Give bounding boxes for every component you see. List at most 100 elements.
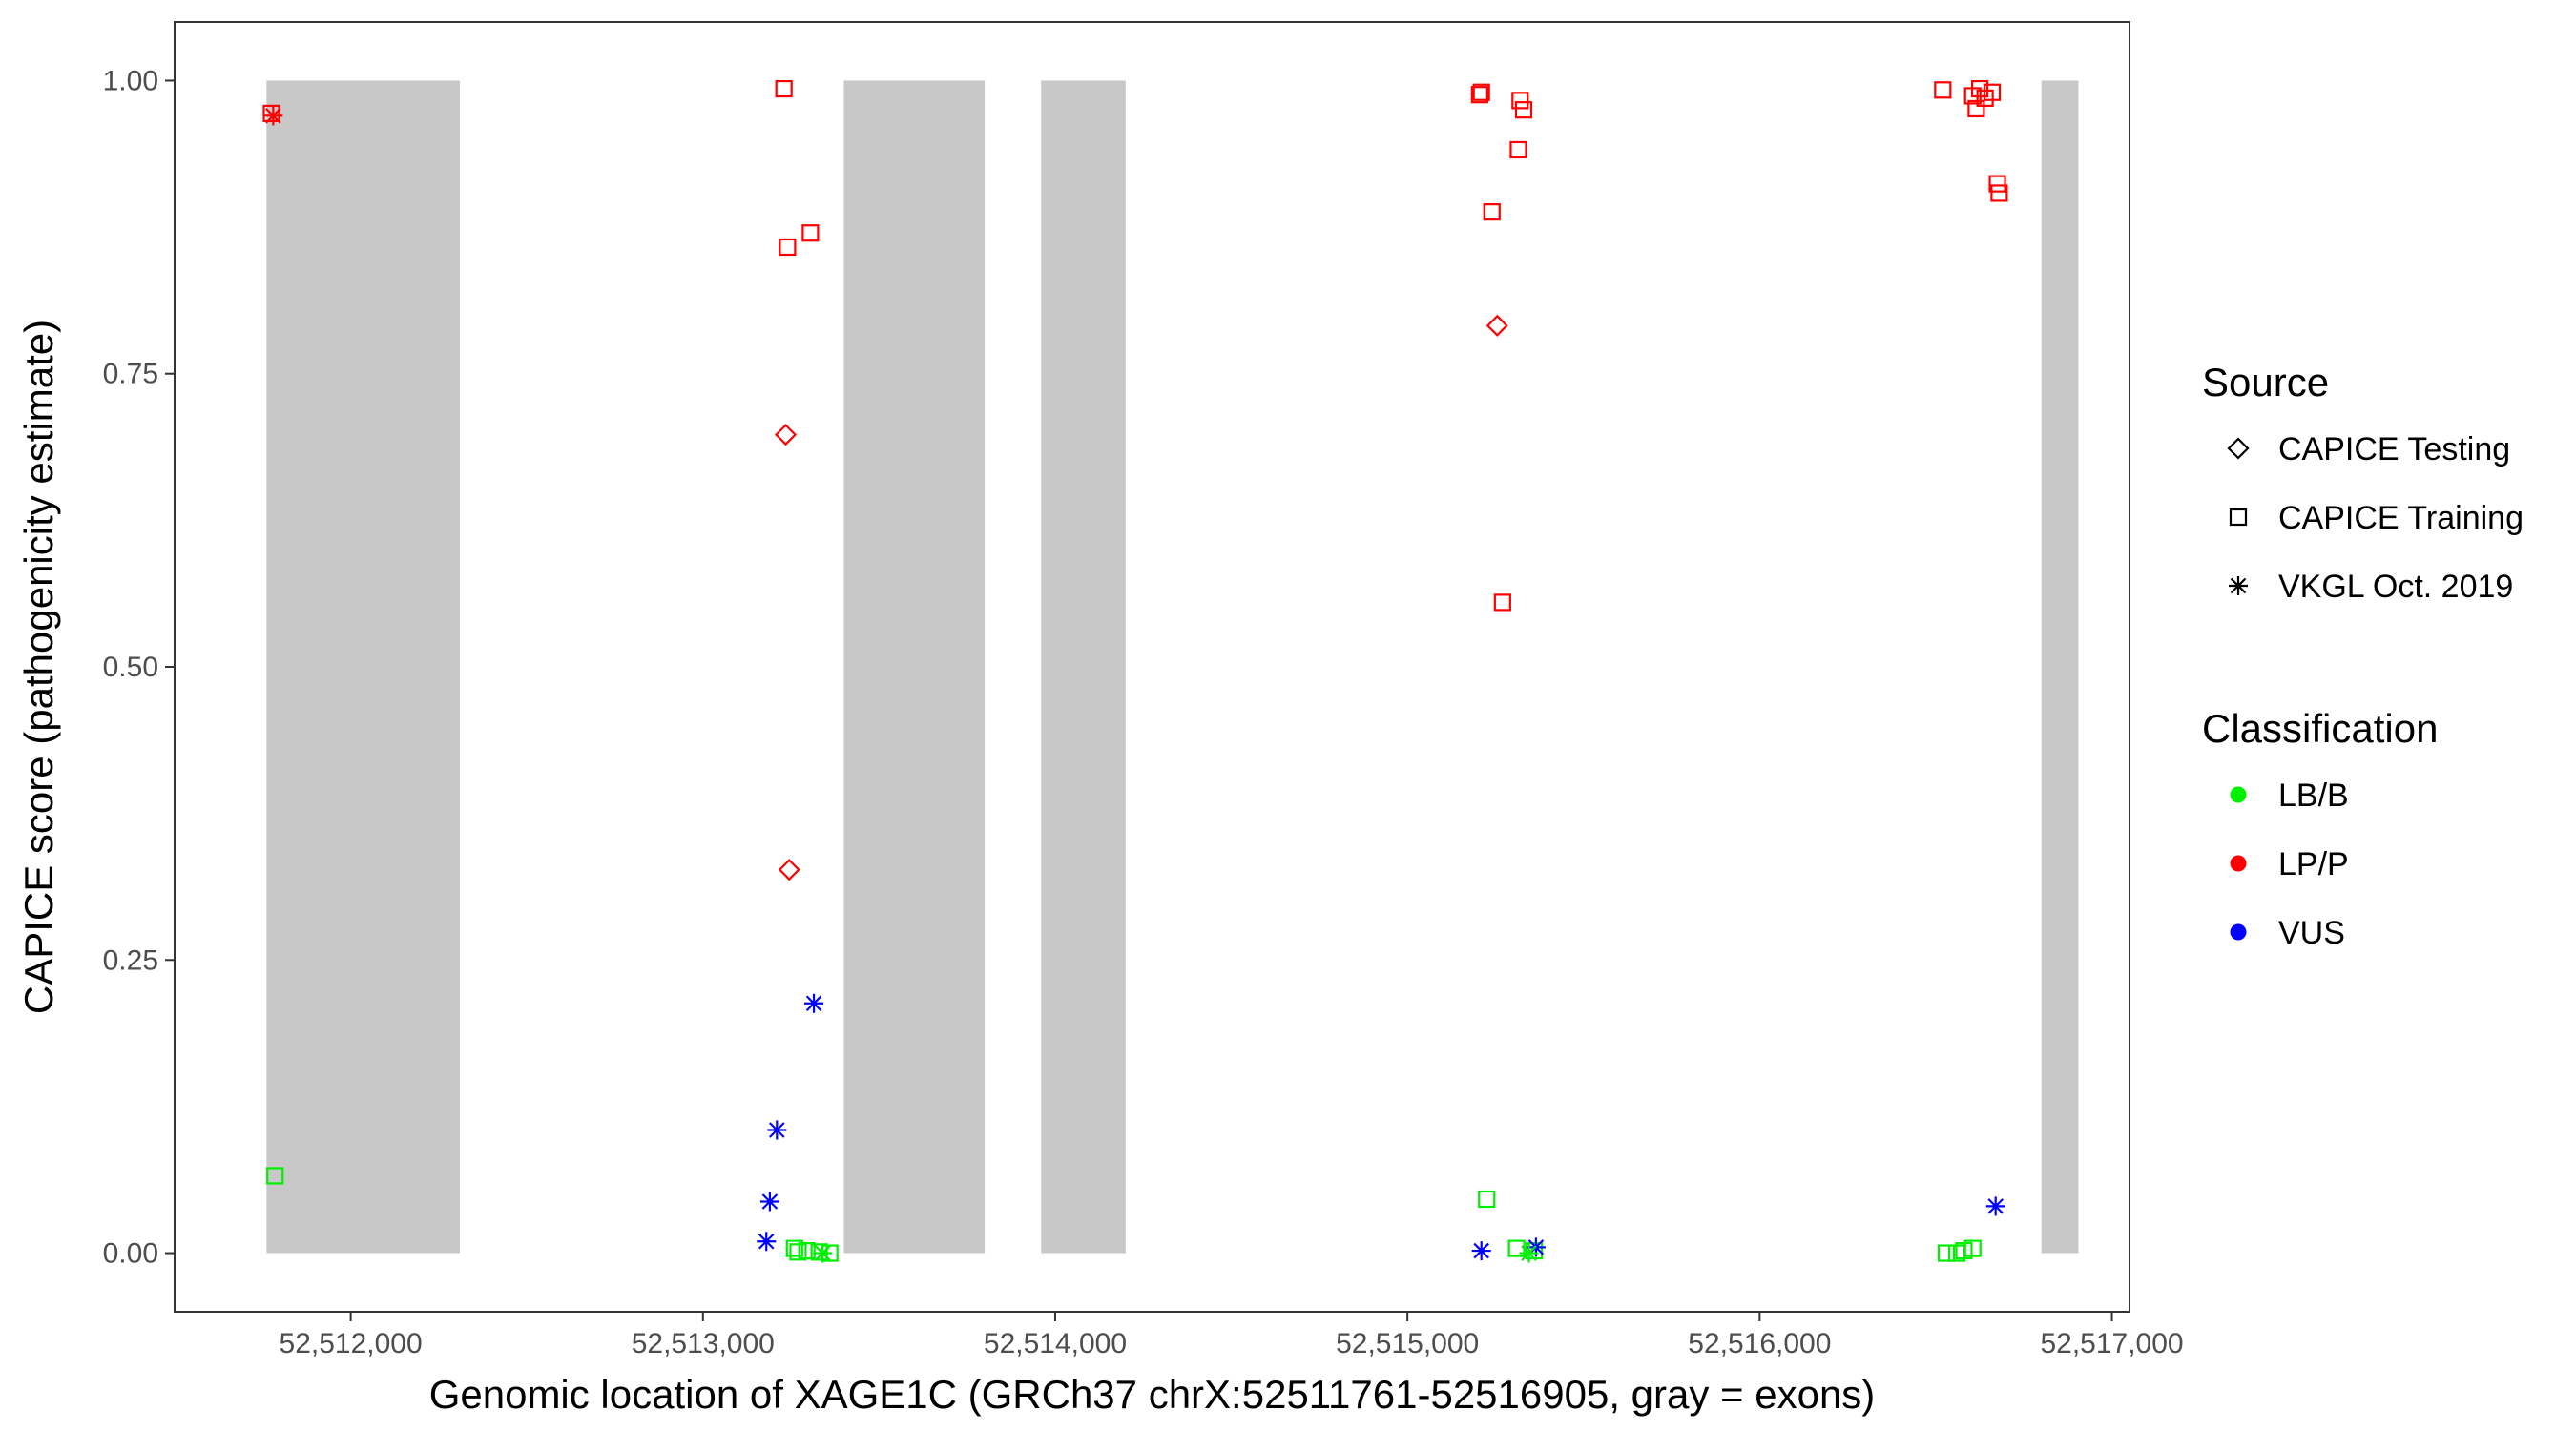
marker-square [262, 104, 280, 122]
legend-class-label: LB/B [2278, 778, 2349, 814]
data-point [785, 1239, 803, 1257]
data-point [1511, 92, 1529, 110]
data-point [1509, 140, 1527, 159]
data-point [757, 1232, 777, 1252]
marker-square [1990, 184, 2008, 202]
data-point [1485, 314, 1508, 337]
data-point [1937, 1244, 1956, 1262]
exon-band [266, 80, 461, 1254]
data-point [1472, 83, 1490, 101]
legend: Source Classification CAPICE Testing CAPI… [2202, 360, 2524, 951]
marker-diamond [774, 424, 798, 446]
marker-diamond [1485, 314, 1508, 337]
data-point [798, 1241, 816, 1260]
marker-asterisk [263, 106, 283, 126]
legend-class-key [2230, 923, 2247, 941]
data-point [1471, 1241, 1491, 1261]
marker-asterisk [1519, 1243, 1539, 1263]
y-tick-label: 0.00 [103, 1238, 158, 1270]
x-tick-label: 52,517,000 [2040, 1328, 2183, 1359]
x-tick-label: 52,514,000 [984, 1328, 1127, 1359]
data-point [779, 238, 797, 257]
marker-square [2229, 508, 2248, 527]
data-point [810, 1243, 828, 1261]
legend-class-label: LP/P [2278, 846, 2349, 882]
data-point [1478, 1190, 1496, 1209]
x-tick-label: 52,515,000 [1336, 1328, 1479, 1359]
data-point [813, 1243, 833, 1263]
marker-square [1472, 83, 1490, 101]
legend-source-key [2229, 508, 2248, 527]
data-point [778, 859, 800, 881]
data-point [759, 1192, 779, 1212]
data-point [1988, 175, 2006, 193]
plot-border [174, 21, 2130, 1313]
marker-square [1470, 86, 1488, 104]
legend-class-key [2230, 786, 2247, 803]
data-point [804, 993, 824, 1013]
x-tick-label: 52,516,000 [1688, 1328, 1831, 1359]
marker-asterisk [757, 1232, 777, 1252]
marker-square [779, 238, 797, 257]
legend-source-key [2227, 437, 2250, 460]
marker-square [1967, 99, 1985, 118]
data-point [1983, 83, 2002, 101]
data-point [1963, 1239, 1982, 1257]
data-point [262, 104, 280, 122]
marker-square [775, 79, 793, 98]
y-tick-label: 0.50 [103, 652, 158, 683]
x-tick-label: 52,513,000 [632, 1328, 775, 1359]
marker-asterisk [1471, 1241, 1491, 1261]
marker-square [785, 1239, 803, 1257]
marker-square [801, 224, 820, 242]
data-point [767, 1120, 787, 1140]
legend-source-label: CAPICE Training [2278, 500, 2524, 536]
marker-square [1483, 203, 1501, 221]
y-tick-label: 1.00 [103, 65, 158, 96]
marker-asterisk [767, 1120, 787, 1140]
marker-asterisk [759, 1192, 779, 1212]
marker-asterisk [813, 1243, 833, 1263]
legend-class-title: Classification [2202, 706, 2438, 751]
legend-source-label: VKGL Oct. 2019 [2278, 569, 2513, 605]
x-axis-title: Genomic location of XAGE1C (GRCh37 chrX:… [429, 1372, 1876, 1417]
data-point [263, 106, 283, 126]
marker-square [1937, 1244, 1956, 1262]
marker-square [266, 1167, 284, 1185]
data-point [775, 79, 793, 98]
marker-square [1983, 83, 2002, 101]
marker-square [1493, 593, 1511, 612]
data-point [1955, 1241, 1973, 1260]
data-point [1990, 184, 2008, 202]
legend-class-label: VUS [2278, 915, 2345, 951]
y-tick-label: 0.75 [103, 359, 158, 390]
data-point [1519, 1243, 1539, 1263]
marker-square [810, 1243, 828, 1261]
data-point [1493, 593, 1511, 612]
data-point [1967, 99, 1985, 118]
exon-layer [266, 80, 2079, 1254]
marker-square [1934, 81, 1952, 99]
point-layer [262, 79, 2008, 1263]
marker-square [1511, 92, 1529, 110]
axis-layer: 52,512,000 52,513,000 52,514,000 52,515,000… [103, 65, 2184, 1359]
marker-asterisk [1985, 1196, 2005, 1216]
marker-diamond [778, 859, 800, 881]
legend-class-key [2230, 855, 2247, 872]
x-tick-label: 52,512,000 [280, 1328, 423, 1359]
data-point [1483, 203, 1501, 221]
exon-band [2041, 80, 2079, 1254]
legend-source-label: CAPICE Testing [2278, 431, 2510, 467]
marker-square [1963, 1239, 1982, 1257]
data-point [801, 224, 820, 242]
data-point [1514, 101, 1533, 119]
exon-band [843, 80, 986, 1254]
marker-square [1988, 175, 2006, 193]
marker-square [789, 1243, 807, 1261]
marker-diamond [2227, 437, 2250, 460]
marker-square [1970, 79, 1989, 98]
exon-band [1041, 80, 1126, 1254]
data-point [774, 424, 798, 446]
marker-square [1514, 101, 1533, 119]
